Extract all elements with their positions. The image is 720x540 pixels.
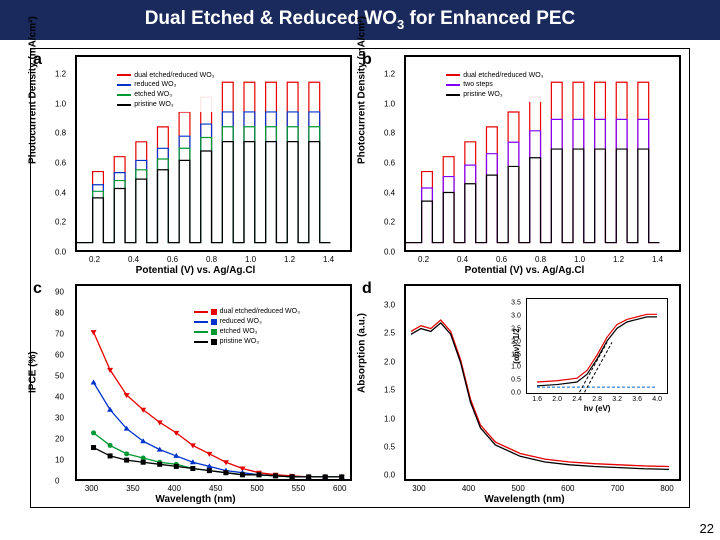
panel-d-label: d [362, 280, 372, 298]
panel-a-xlabel: Potential (V) vs. Ag/Ag.Cl [136, 265, 256, 276]
panel-c-xlabel: Wavelength (nm) [155, 494, 235, 505]
panel-b-xlabel: Potential (V) vs. Ag/Ag.Cl [465, 265, 585, 276]
panel-d: d Absorption (a.u.) Wavelength (nm) 1.62… [360, 278, 689, 507]
page-number: 22 [700, 521, 714, 536]
figure-grid: a Photocurrent Density (mA/cm²) Potentia… [30, 48, 690, 508]
panel-a: a Photocurrent Density (mA/cm²) Potentia… [31, 49, 360, 278]
panel-c-label: c [33, 280, 42, 298]
panel-c: c IPCE (%) Wavelength (nm) dual etched/r… [31, 278, 360, 507]
panel-a-plot: dual etched/reduced WO₃reduced WO₃etched… [75, 55, 352, 252]
panel-b: b Photocurrent Density (mA/cm²) Potentia… [360, 49, 689, 278]
panel-c-plot: dual etched/reduced WO₃reduced WO₃etched… [75, 284, 352, 481]
panel-b-ylabel: Photocurrent Density (mA/cm²) [357, 16, 368, 164]
panel-d-plot: 1.62.02.42.83.23.64.00.00.51.01.52.02.53… [404, 284, 681, 481]
panel-d-xlabel: Wavelength (nm) [484, 494, 564, 505]
panel-d-ylabel: Absorption (a.u.) [357, 313, 368, 393]
panel-c-ylabel: IPCE (%) [28, 351, 39, 393]
panel-a-ylabel: Photocurrent Density (mA/cm²) [28, 16, 39, 164]
panel-b-plot: dual etched/reduced WO₃two stepspristine… [404, 55, 681, 252]
